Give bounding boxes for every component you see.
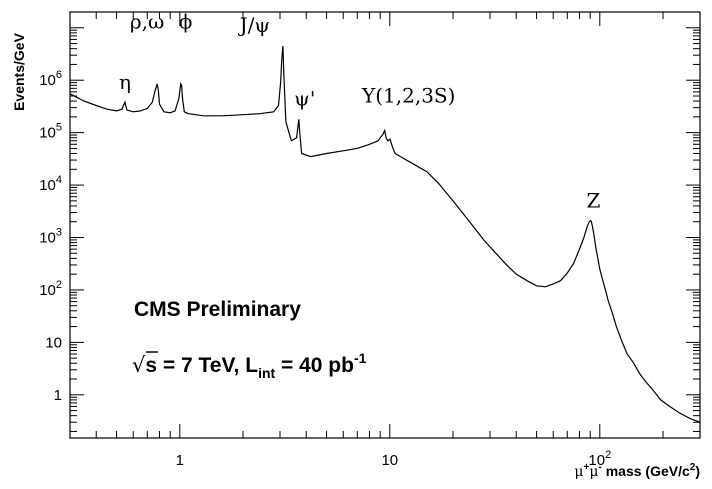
- y-tick-label-exp: 3: [56, 227, 62, 239]
- y-tick-label-base: 10: [39, 230, 56, 247]
- y-tick-label: 105: [39, 122, 62, 142]
- lumi-eq: = 40 pb: [275, 354, 354, 377]
- y-tick-label-exp: 4: [56, 174, 62, 186]
- y-tick-label: 102: [39, 279, 62, 299]
- peak-labels: η ρ,ω ϕ J/ψ ψ' Υ(1,2,3S) Z: [119, 10, 600, 213]
- peak-label: Υ(1,2,3S): [361, 84, 455, 108]
- y-tick-label-base: 10: [39, 72, 56, 89]
- x-axis-title-sq: 2: [690, 462, 696, 473]
- y-axis-title: Events/GeV: [11, 32, 27, 110]
- y-tick-label-base: 10: [39, 282, 56, 299]
- experiment-label: CMS Preliminary: [134, 298, 301, 321]
- energy-s: s: [145, 354, 157, 377]
- y-tick-label-exp: 2: [56, 279, 62, 291]
- y-tick-label-exp: 6: [56, 69, 62, 81]
- x-tick-label: 102: [588, 449, 611, 469]
- peak-label: ρ,ω: [130, 10, 164, 34]
- y-tick-label: 104: [39, 174, 62, 194]
- x-axis-title-rest: mass (GeV/c: [602, 463, 690, 479]
- x-tick-label-base: 10: [588, 452, 605, 469]
- x-axis-title: μ+μ- mass (GeV/c2): [574, 462, 700, 480]
- x-tick-label-exp: 2: [605, 449, 611, 461]
- x-axis-title-close: ): [695, 463, 700, 479]
- y-tick-label-base: 10: [39, 125, 56, 142]
- energy-lumi-label: √s = 7 TeV, Lint = 40 pb-1: [132, 350, 367, 381]
- peak-label: Z: [586, 189, 600, 213]
- x-axis-title-plus: +: [584, 462, 590, 473]
- axis-ticks: [69, 11, 701, 438]
- x-axis-title-minus: -: [598, 462, 601, 473]
- x-axis-title-mu: μ: [574, 464, 583, 480]
- peak-label: ψ': [294, 86, 315, 110]
- energy-rest: = 7 TeV, L: [157, 354, 258, 377]
- peak-label: ϕ: [179, 10, 193, 34]
- series-line: [69, 45, 701, 423]
- y-tick-label: 1: [54, 387, 62, 404]
- lumi-exp: -1: [354, 350, 367, 366]
- lumi-sub: int: [258, 365, 275, 381]
- x-tick-label: 10: [381, 452, 398, 469]
- peak-label: J/ψ: [238, 13, 270, 37]
- y-tick-label-base: 10: [39, 177, 56, 194]
- x-tick-labels: 1 10 102: [176, 449, 612, 469]
- y-tick-label: 103: [39, 227, 62, 247]
- plot-frame: [69, 11, 701, 439]
- y-tick-label: 106: [39, 69, 62, 89]
- y-tick-label-exp: 5: [56, 122, 62, 134]
- peak-label: η: [119, 70, 131, 94]
- x-tick-label: 1: [176, 452, 184, 469]
- y-tick-label: 10: [45, 334, 62, 351]
- x-axis-title-mu2: μ: [589, 464, 598, 480]
- sqrt-symbol: √: [132, 353, 146, 377]
